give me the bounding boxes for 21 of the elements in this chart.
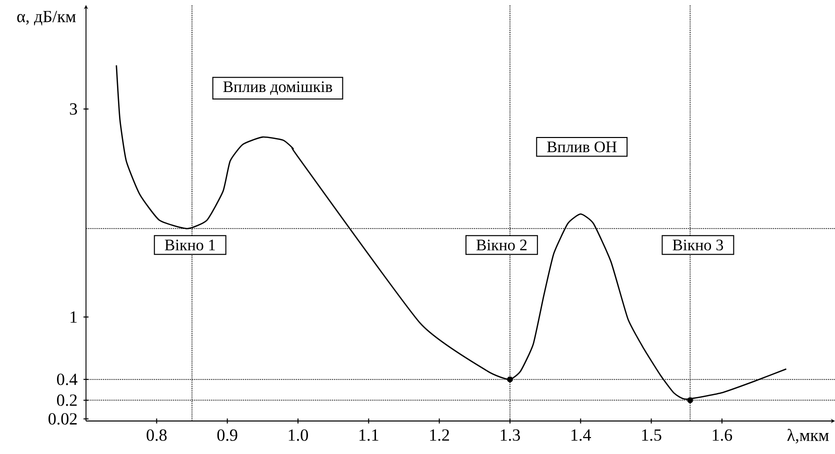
y-tick-label: 3 (70, 103, 77, 115)
x-tick-label: 1.3 (500, 429, 520, 441)
y-tick-label: 0.2 (57, 394, 77, 406)
annotation: Вплив домішків (223, 81, 332, 96)
y-tick-label: 0.02 (48, 413, 77, 425)
x-tick-label: 0.8 (146, 429, 167, 441)
x-tick-label: 1.6 (712, 429, 732, 441)
x-tick-label: 1.1 (360, 429, 378, 441)
annotation: Вплив ОН (547, 141, 617, 152)
x-axis-title: λ,мкм (787, 428, 829, 444)
y-axis-title: α, дБ/км (17, 10, 76, 26)
annotation: Вікно 1 (164, 240, 215, 250)
x-tick-label: 1.0 (288, 429, 308, 441)
x-tick-label: 1.5 (642, 429, 662, 441)
x-tick-label: 1.4 (572, 429, 591, 441)
y-tick-label: 1 (70, 311, 77, 323)
x-tick-label: 0.9 (217, 429, 238, 441)
x-tick-label: 1.2 (430, 429, 449, 441)
annotation: Вікно 3 (672, 240, 724, 250)
annotation: Вікно 2 (476, 240, 527, 250)
y-tick-label: 0.4 (57, 374, 78, 386)
